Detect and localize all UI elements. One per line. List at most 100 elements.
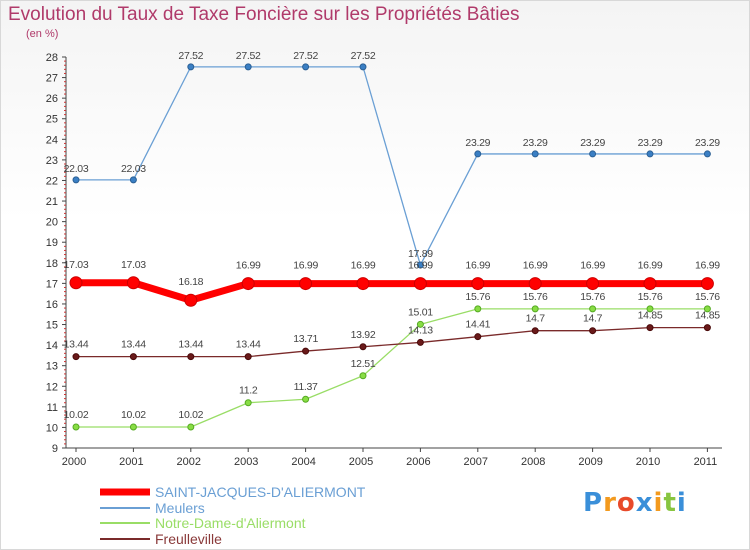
point-freulleville xyxy=(474,333,482,341)
point-notre-dame xyxy=(72,423,80,431)
data-label-meulers: 22.03 xyxy=(121,163,146,175)
point-notre-dame xyxy=(129,423,137,431)
data-label-notre-dame: 11.37 xyxy=(294,381,318,393)
point-meulers xyxy=(416,261,424,269)
y-tick-label: 9 xyxy=(52,443,58,455)
data-label-notre-dame: 11.2 xyxy=(239,385,258,397)
data-label-freulleville: 13.71 xyxy=(293,333,318,345)
point-saint-jacques xyxy=(643,277,657,291)
y-tick-label: 16 xyxy=(46,299,58,311)
x-tick-label: 2010 xyxy=(636,456,660,468)
point-freulleville xyxy=(531,327,539,335)
y-tick-label: 20 xyxy=(46,217,58,229)
data-labels-layer: 17.03 17.03 16.18 16.99 16.99 16.99 16.99 16.99… xyxy=(64,50,721,421)
point-saint-jacques xyxy=(299,277,313,291)
data-label-freulleville: 14.7 xyxy=(583,313,603,325)
point-freulleville xyxy=(589,327,597,335)
logo-letter: t xyxy=(663,488,677,518)
data-label-freulleville: 13.44 xyxy=(178,339,203,351)
chart-title: Evolution du Taux de Taxe Foncière sur l… xyxy=(8,4,520,25)
point-notre-dame xyxy=(302,395,310,403)
data-label-saint-jacques: 16.99 xyxy=(580,260,605,272)
y-tick-label: 18 xyxy=(46,258,58,270)
point-saint-jacques xyxy=(356,277,370,291)
point-meulers xyxy=(187,63,195,71)
y-tick-label: 21 xyxy=(46,196,58,208)
data-label-saint-jacques: 16.18 xyxy=(178,276,203,288)
data-label-meulers: 23.29 xyxy=(523,137,548,149)
y-tick-label: 19 xyxy=(46,237,58,249)
data-label-notre-dame: 15.76 xyxy=(580,291,605,303)
point-freulleville xyxy=(302,347,310,355)
data-label-freulleville: 14.85 xyxy=(695,310,720,322)
point-notre-dame xyxy=(589,305,597,313)
data-label-saint-jacques: 17.03 xyxy=(64,259,89,271)
x-tick-label: 2000 xyxy=(62,456,86,468)
data-label-freulleville: 13.44 xyxy=(236,339,261,351)
y-tick-label: 28 xyxy=(46,52,58,64)
series-line-notre-dame xyxy=(76,308,708,428)
series-line-saint-jacques xyxy=(76,279,708,304)
y-tick-label: 12 xyxy=(46,381,58,393)
point-saint-jacques xyxy=(413,277,427,291)
y-tick-label: 27 xyxy=(46,73,58,85)
y-tick-label: 10 xyxy=(46,422,58,434)
x-tick-label: 2004 xyxy=(291,456,315,468)
point-notre-dame xyxy=(416,320,424,328)
point-notre-dame xyxy=(244,399,252,407)
data-label-notre-dame: 15.76 xyxy=(695,291,720,303)
data-label-meulers: 23.29 xyxy=(580,137,605,149)
legend-label-notre-dame: Notre-Dame-d'Aliermont xyxy=(155,515,306,531)
data-label-notre-dame: 15.76 xyxy=(638,291,663,303)
data-label-saint-jacques: 17.03 xyxy=(121,259,146,271)
point-freulleville xyxy=(244,353,252,361)
y-tick-label: 17 xyxy=(46,278,58,290)
point-notre-dame xyxy=(646,305,654,313)
data-label-freulleville: 14.7 xyxy=(526,313,546,325)
data-label-meulers: 27.52 xyxy=(293,50,318,62)
point-freulleville xyxy=(703,324,711,332)
logo-letter: r xyxy=(603,488,617,518)
point-freulleville xyxy=(359,343,367,351)
y-tick-label: 13 xyxy=(46,361,58,373)
point-saint-jacques xyxy=(126,276,140,290)
logo-letter: P xyxy=(583,488,604,518)
point-notre-dame xyxy=(474,305,482,313)
point-freulleville xyxy=(646,324,654,332)
x-tick-label: 2008 xyxy=(521,456,545,468)
y-tick-label: 24 xyxy=(46,134,58,146)
series-layer xyxy=(69,63,714,431)
data-label-notre-dame: 10.02 xyxy=(121,409,146,421)
x-tick-label: 2011 xyxy=(694,456,718,468)
data-label-saint-jacques: 16.99 xyxy=(236,260,261,272)
data-label-saint-jacques: 16.99 xyxy=(695,260,720,272)
point-freulleville xyxy=(129,353,137,361)
point-meulers xyxy=(474,150,482,158)
y-tick-label: 14 xyxy=(46,340,58,352)
series-line-freulleville xyxy=(76,326,708,358)
point-freulleville xyxy=(416,338,424,346)
y-tick-label: 22 xyxy=(46,175,58,187)
data-label-freulleville: 14.13 xyxy=(408,324,433,336)
y-tick-label: 25 xyxy=(46,114,58,126)
point-notre-dame xyxy=(359,372,367,380)
y-tick-label: 26 xyxy=(46,93,58,105)
x-tick-label: 2001 xyxy=(119,456,143,468)
data-label-saint-jacques: 16.99 xyxy=(351,260,376,272)
data-label-meulers: 23.29 xyxy=(638,137,663,149)
data-label-meulers: 27.52 xyxy=(178,50,203,62)
legend-label-freulleville: Freulleville xyxy=(155,531,222,547)
point-meulers xyxy=(703,150,711,158)
point-meulers xyxy=(302,63,310,71)
point-saint-jacques xyxy=(471,277,485,291)
point-freulleville xyxy=(187,353,195,361)
x-tick-label: 2003 xyxy=(234,456,258,468)
data-label-saint-jacques: 16.99 xyxy=(408,260,433,272)
point-notre-dame xyxy=(703,305,711,313)
point-notre-dame xyxy=(531,305,539,313)
data-label-saint-jacques: 16.99 xyxy=(638,260,663,272)
point-saint-jacques xyxy=(528,277,542,291)
proxiti-logo: Proxiti xyxy=(583,488,687,518)
data-label-meulers: 27.52 xyxy=(236,50,261,62)
